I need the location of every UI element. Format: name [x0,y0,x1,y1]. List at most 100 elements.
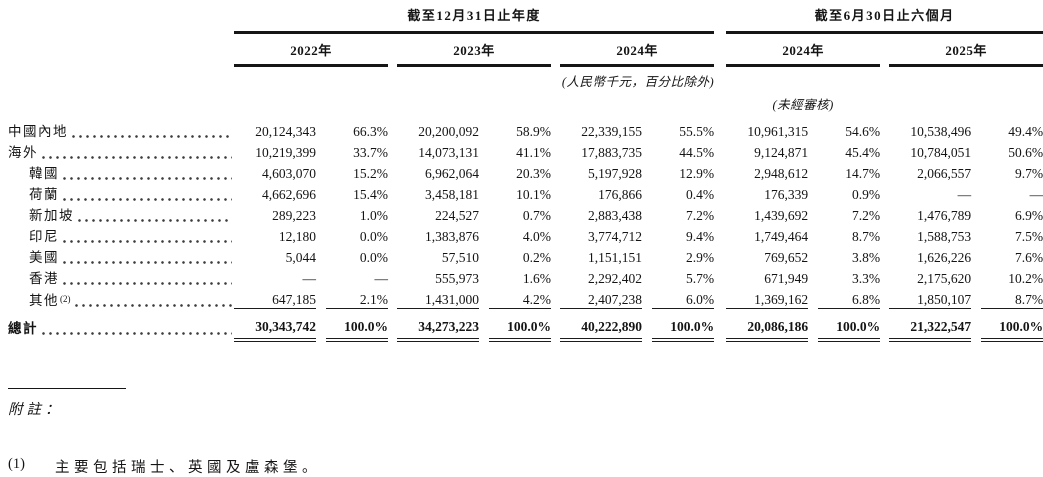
percent-cell: 1.6% [522,271,551,286]
column-gap [880,224,889,245]
column-gap [971,203,981,224]
percent-cell: 58.9% [516,124,551,139]
row-label: 總計 [8,321,38,336]
year-2022-header: 2022年 [234,32,388,67]
row-label: 其他 [29,292,59,308]
column-gap [808,245,818,266]
dot-leader [62,226,232,245]
percent-cell: 14.7% [845,166,881,181]
amount-cell: 2,066,557 [917,166,972,181]
percent-cell: 0.9% [852,187,881,202]
column-gap [551,182,560,203]
amount-cell: 2,292,402 [588,271,642,286]
column-gap [714,119,726,140]
amount-cell: 555,973 [435,271,479,286]
percent-cell: 0.7% [522,208,551,223]
amount-cell: 289,223 [272,208,316,223]
column-gap [479,203,489,224]
amount-cell: 30,343,742 [234,308,316,342]
row-label-cell: 海外 [8,140,234,161]
percent-cell: 0.0% [359,250,388,265]
column-gap [479,266,489,287]
amount-cell: 20,086,186 [726,308,809,342]
dot-leader [62,268,232,287]
footnote-text: 主要包括瑞士、英國及盧森堡。 [55,460,321,476]
row-label-cell: 印尼 [8,224,234,245]
row-indonesia: 印尼 12,180 0.0% 1,383,876 4.0% 3,774,712 9.4% 1,… [8,224,1043,245]
percent-cell: — [1029,187,1043,202]
year-2023-header: 2023年 [397,32,551,67]
percent-cell: 100.0% [489,308,551,342]
column-gap [551,119,560,140]
column-gap [880,309,889,341]
amount-cell: 57,510 [441,250,479,265]
row-label-cell: 新加坡 [8,203,234,224]
column-gap [388,224,397,245]
amount-cell: 176,866 [598,187,642,202]
column-gap [971,287,981,309]
column-gap [714,140,726,161]
revenue-by-region-table: 截至12月31日止年度 截至6月30日止六個月 2022年 2023年 2024… [8,5,1043,342]
unit-note-row: (人民幣千元，百分比除外) [8,66,1043,92]
dot-leader [71,121,232,140]
row-label: 新加坡 [29,208,74,223]
column-gap [551,161,560,182]
percent-cell: 9.4% [686,229,715,244]
row-label-cell: 美國 [8,245,234,266]
currency-unit-note: (人民幣千元，百分比除外) [561,75,715,89]
interim-2025-header: 2025年 [889,32,1043,67]
column-gap [714,182,726,203]
column-gap [880,245,889,266]
row-label-cell: 中國內地 [8,119,234,140]
column-gap [479,287,489,309]
column-gap [316,245,326,266]
percent-cell: 33.7% [353,145,388,160]
column-gap [971,119,981,140]
column-gap [642,309,652,341]
row-label: 中國內地 [8,124,68,139]
row-label: 海外 [8,145,38,160]
column-gap [714,309,726,341]
amount-cell: 6,962,064 [425,166,479,181]
column-gap [551,245,560,266]
amount-cell: 224,527 [435,208,479,223]
column-gap [714,245,726,266]
column-gap [551,309,560,341]
percent-cell: 12.9% [679,166,715,181]
amount-cell: 1,369,162 [754,292,809,307]
percent-cell: 44.5% [679,145,715,160]
percent-cell: 4.2% [522,292,551,307]
amount-cell: 22,339,155 [581,124,642,139]
amount-cell: 10,961,315 [747,124,809,139]
column-gap [880,140,889,161]
percent-cell: 3.3% [852,271,881,286]
column-gap [316,182,326,203]
column-gap [714,203,726,224]
percent-cell: 7.2% [852,208,881,223]
amount-cell: 2,948,612 [754,166,809,181]
column-gap [316,224,326,245]
amount-cell: 21,322,547 [889,308,972,342]
amount-cell: 40,222,890 [560,308,642,342]
column-gap [808,203,818,224]
row-label-cell: 荷蘭 [8,182,234,203]
row-label-cell: 香港 [8,266,234,287]
year-header-row: 2022年 2023年 2024年 2024年 2025年 [8,32,1043,67]
amount-cell: 9,124,871 [754,145,809,160]
percent-cell: 5.7% [686,271,715,286]
column-gap [808,287,818,309]
percent-cell: 66.3% [353,124,388,139]
amount-cell: 176,339 [764,187,809,202]
percent-cell: 6.8% [852,292,881,307]
row-label: 香港 [29,271,59,286]
column-gap [479,182,489,203]
row-label: 印尼 [29,229,59,244]
row-label-cell: 韓國 [8,161,234,182]
row-overseas: 海外 10,219,399 33.7% 14,073,131 41.1% 17,883,7… [8,140,1043,161]
column-gap [642,287,652,309]
column-gap [551,266,560,287]
column-gap [388,203,397,224]
amount-cell: 10,219,399 [255,145,316,160]
percent-cell: 41.1% [516,145,551,160]
column-gap [808,161,818,182]
